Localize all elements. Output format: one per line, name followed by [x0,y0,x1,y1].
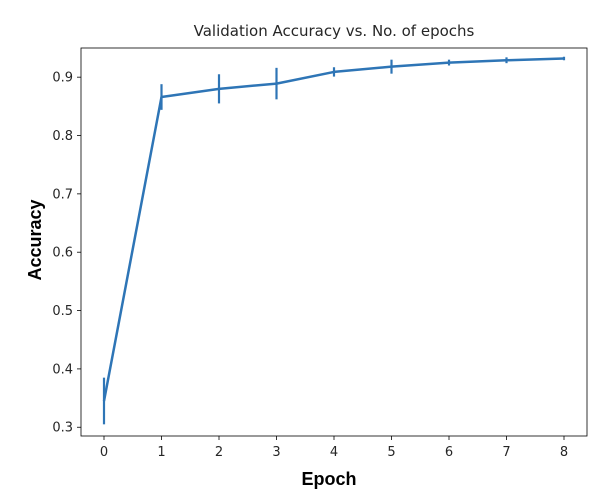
y-tick-label: 0.8 [52,129,73,144]
x-tick-label: 5 [387,445,395,460]
x-tick-label: 7 [502,445,510,460]
y-axis: 0.3 0.4 0.5 0.6 0.7 0.8 0.9 [52,71,81,436]
plot-frame [80,47,588,437]
x-axis-title: Epoch [301,469,356,489]
x-tick-label: 8 [560,445,568,460]
x-tick-label: 2 [215,445,223,460]
y-tick-label: 0.6 [52,246,73,261]
x-tick-label: 0 [100,445,108,460]
y-tick-label: 0.9 [52,71,73,86]
chart-title: Validation Accuracy vs. No. of epochs [194,22,475,40]
y-axis-title: Accuracy [25,199,45,280]
series-layer [102,56,566,425]
x-tick-label: 1 [157,445,165,460]
y-tick-label: 0.7 [52,187,73,202]
y-tick-label: 0.4 [52,362,73,377]
x-tick-label: 4 [330,445,338,460]
x-tick-label: 6 [445,445,453,460]
x-axis: 0 1 2 3 4 5 6 7 8 [100,436,568,460]
series-line [102,57,565,402]
y-tick-label: 0.3 [52,421,73,436]
y-tick-label: 0.5 [52,304,73,319]
x-tick-label: 3 [272,445,280,460]
